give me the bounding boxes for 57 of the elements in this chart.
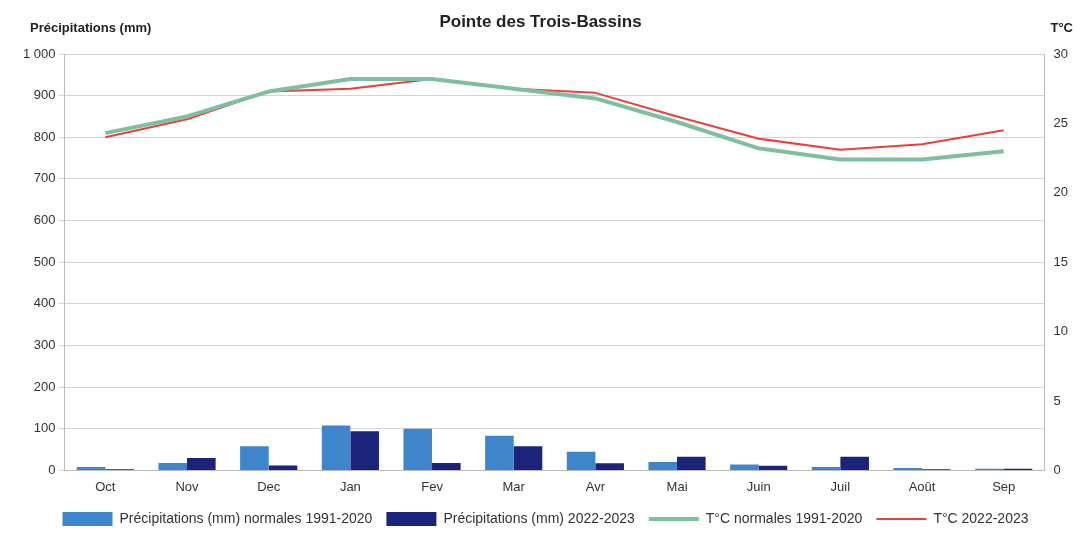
bar (350, 431, 379, 470)
x-tick-label: Jan (339, 478, 361, 494)
bar (758, 465, 788, 470)
bar (403, 428, 433, 470)
legend-label: T°C 2022-2023 (933, 509, 1029, 526)
x-tick-label: Sep (992, 478, 1016, 494)
y-tick-label: 800 (33, 128, 56, 144)
bar (893, 467, 923, 470)
y-tick-label: 0 (48, 461, 56, 477)
bar (730, 464, 759, 470)
bar (268, 465, 298, 470)
x-tick-label: Mai (666, 478, 688, 494)
y-tick-label: 400 (33, 295, 56, 311)
y2-tick-label: 20 (1053, 184, 1069, 200)
y2-tick-label: 25 (1053, 114, 1069, 130)
bar (595, 463, 624, 470)
bar (566, 451, 596, 470)
bar (158, 462, 188, 470)
bar (840, 456, 869, 470)
y-tick-label: 300 (33, 337, 56, 353)
x-tick-label: Avr (585, 478, 606, 494)
bar (321, 425, 351, 470)
bar (513, 446, 543, 470)
y-tick-label: 900 (33, 87, 56, 103)
bar (648, 462, 678, 470)
x-tick-label: Nov (175, 478, 200, 494)
y-tick-label: 700 (33, 170, 56, 186)
bar (432, 462, 461, 470)
x-tick-label: Dec (257, 478, 281, 494)
y2-tick-label: 15 (1053, 253, 1069, 269)
y-tick-label: 1 000 (22, 45, 56, 61)
chart-title: Pointe des Trois-Bassins (439, 12, 642, 31)
y2-tick-label: 10 (1053, 323, 1069, 339)
bar (187, 457, 216, 470)
y2-tick-label: 5 (1053, 392, 1061, 408)
y-axis-title: Précipitations (mm) (30, 20, 152, 35)
bar (677, 456, 706, 470)
bar (240, 446, 269, 470)
x-tick-label: Juin (746, 478, 771, 494)
bar (811, 467, 841, 470)
y-tick-label: 200 (33, 378, 56, 394)
legend-label: T°C normales 1991-2020 (705, 509, 863, 526)
x-tick-label: Mar (502, 478, 526, 494)
y-tick-label: 600 (33, 212, 56, 228)
bar (485, 435, 514, 470)
x-tick-label: Oct (95, 478, 116, 494)
x-tick-label: Fev (421, 478, 444, 494)
x-tick-label: Août (908, 478, 936, 494)
y-tick-label: 100 (33, 420, 56, 436)
y2-tick-label: 30 (1053, 45, 1069, 61)
y2-tick-label: 0 (1053, 461, 1061, 477)
legend-label: Précipitations (mm) normales 1991-2020 (119, 509, 373, 526)
legend-label: Précipitations (mm) 2022-2023 (443, 509, 636, 526)
x-tick-label: Juil (830, 478, 851, 494)
bar (76, 467, 106, 470)
y2-axis-title: T°C (1050, 20, 1073, 35)
y-tick-label: 500 (33, 253, 56, 269)
